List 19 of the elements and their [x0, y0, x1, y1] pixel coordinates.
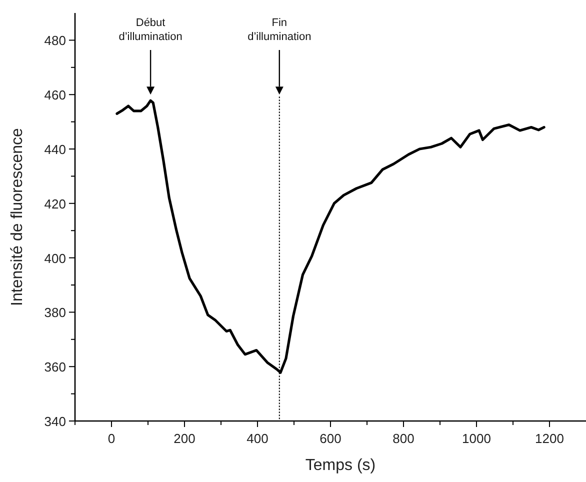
x-tick-label: 800 — [392, 431, 414, 446]
y-tick-label: 420 — [44, 196, 66, 212]
annotation: Fin d’illumination — [248, 17, 312, 43]
x-tick-label: 1000 — [462, 431, 491, 446]
y-tick-label: 360 — [44, 360, 66, 375]
y-tick-label: 460 — [44, 88, 66, 103]
x-axis-title: Temps (s) — [305, 457, 376, 474]
x-tick-label: 200 — [174, 431, 196, 446]
y-tick-label: 440 — [44, 142, 66, 157]
x-tick-label: 0 — [108, 431, 116, 446]
y-tick-label: 480 — [44, 33, 66, 48]
x-tick-label: 1200 — [535, 431, 564, 446]
annotation: Début d’illumination — [118, 17, 182, 43]
y-tick-label: 400 — [44, 250, 66, 266]
y-tick-label: 340 — [44, 414, 66, 429]
y-axis-title: Intensité de fluorescence — [9, 128, 26, 306]
y-tick-label: 380 — [44, 305, 66, 320]
x-tick-label: 600 — [320, 431, 342, 446]
x-tick-label: 400 — [246, 431, 268, 446]
